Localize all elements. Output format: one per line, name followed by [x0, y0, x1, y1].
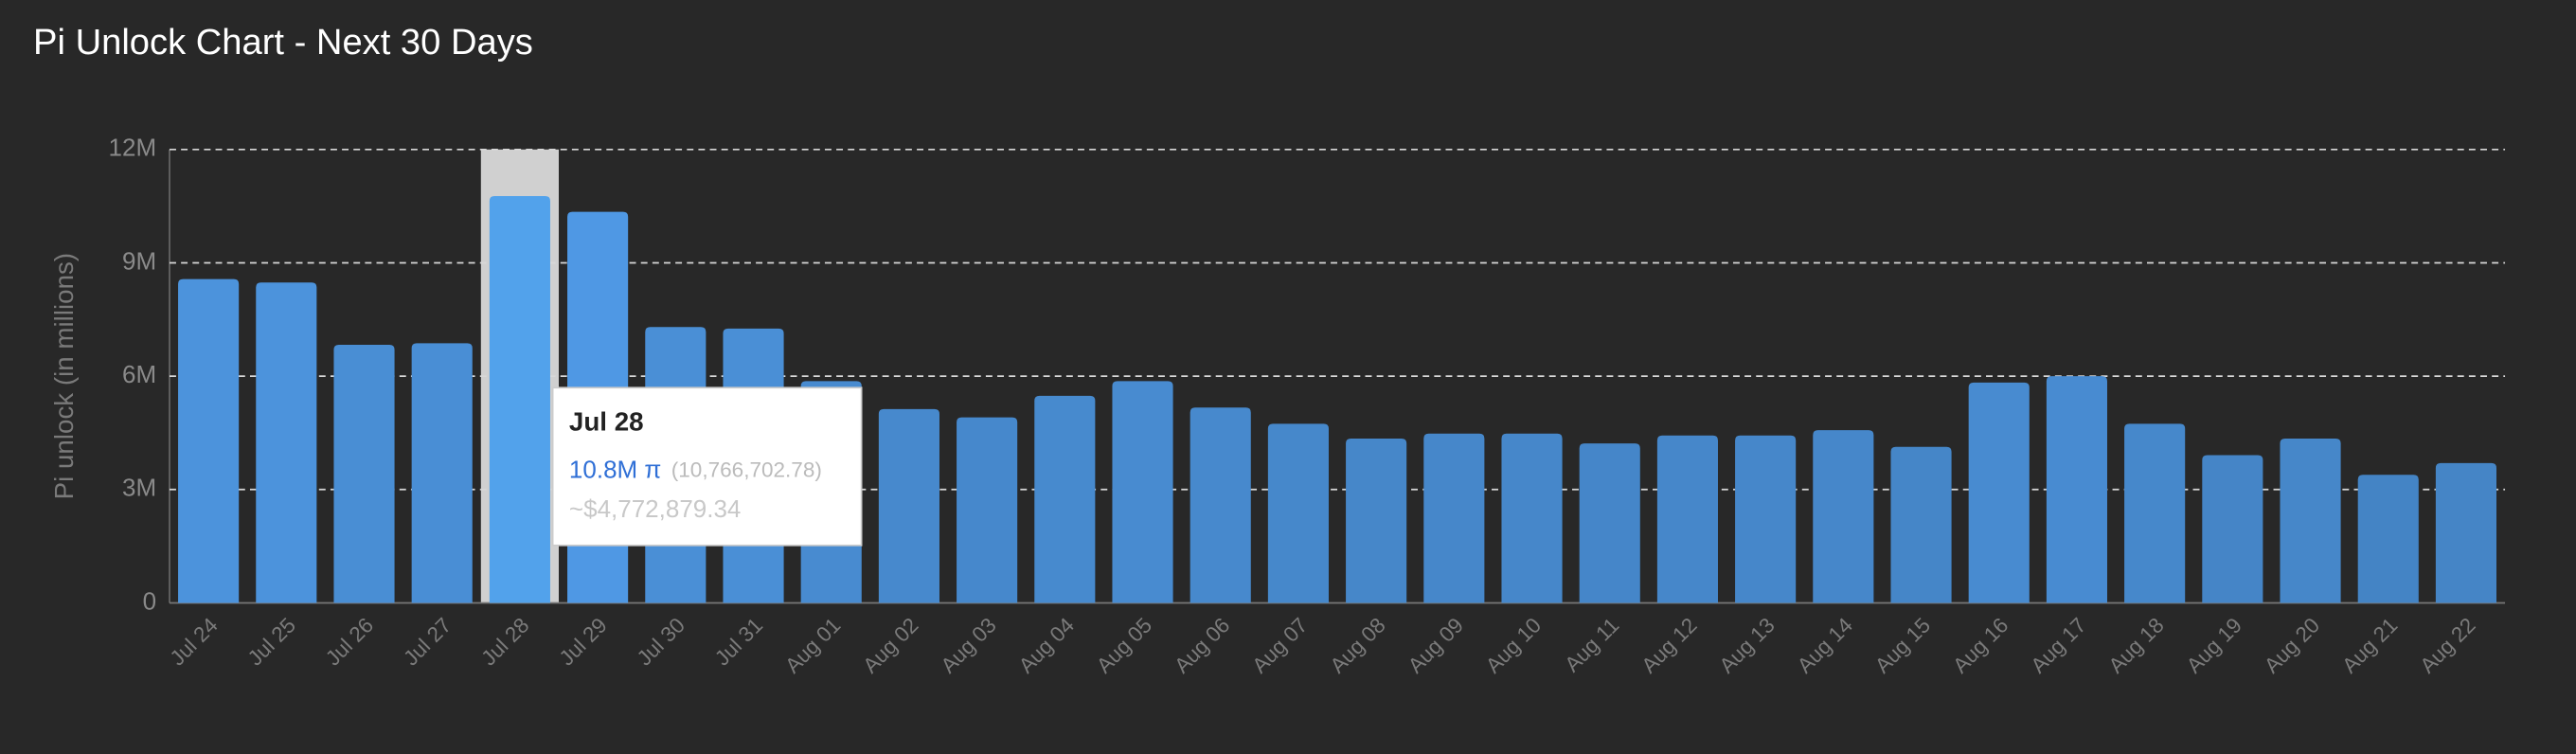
- x-tick-label: Aug 17: [2026, 613, 2090, 677]
- bar: [1267, 423, 1329, 603]
- tooltip-usd: ~$4,772,879.34: [569, 494, 741, 523]
- x-tick-label: Aug 05: [1092, 613, 1156, 677]
- bar: [1501, 433, 1563, 603]
- bar: [1735, 435, 1797, 603]
- y-tick-label: 9M: [122, 246, 156, 275]
- x-tick-label: Aug 12: [1637, 613, 1701, 677]
- bar: [1423, 433, 1485, 603]
- chart-title: Pi Unlock Chart - Next 30 Days: [33, 22, 533, 63]
- x-tick-label: Aug 07: [1247, 613, 1312, 677]
- bar: [2124, 423, 2186, 603]
- y-tick-label: 12M: [109, 134, 157, 162]
- x-tick-label: Aug 04: [1014, 613, 1079, 677]
- x-tick-label: Aug 21: [2337, 613, 2402, 677]
- bar: [1579, 443, 1640, 603]
- x-tick-label: Jul 24: [166, 613, 223, 670]
- tooltip: Jul 28 10.8M π (10,766,702.78) ~$4,772,879.…: [551, 386, 863, 547]
- x-tick-label: Aug 08: [1326, 613, 1390, 677]
- x-tick-label: Aug 02: [858, 613, 922, 677]
- x-tick-label: Aug 09: [1404, 613, 1468, 677]
- bar: [2435, 462, 2497, 603]
- tooltip-box: [551, 386, 863, 547]
- bar: [489, 196, 550, 603]
- tooltip-exact: (10,766,702.78): [671, 458, 822, 482]
- bar: [1034, 395, 1096, 603]
- bar: [878, 408, 939, 603]
- x-tick-label: Aug 03: [937, 613, 1001, 677]
- y-tick-label: 0: [143, 586, 156, 615]
- bar: [1968, 382, 2030, 603]
- y-tick-label: 3M: [122, 474, 156, 502]
- x-tick-label: Jul 29: [555, 613, 612, 670]
- tooltip-value: 10.8M π: [569, 456, 661, 484]
- bar: [411, 343, 473, 603]
- bar: [1112, 381, 1173, 603]
- bar: [2202, 455, 2263, 603]
- x-tick-label: Jul 31: [710, 613, 767, 670]
- bar: [1813, 430, 1874, 603]
- bar: [256, 282, 317, 603]
- bar: [1890, 446, 1952, 603]
- x-tick-label: Aug 10: [1481, 613, 1546, 677]
- bar: [1656, 435, 1718, 603]
- bar: [2357, 475, 2419, 603]
- x-tick-label: Jul 27: [399, 613, 456, 670]
- x-tick-label: Jul 28: [476, 613, 533, 670]
- bar: [178, 278, 240, 603]
- x-tick-label: Aug 14: [1793, 613, 1857, 677]
- y-tick-label: 6M: [122, 360, 156, 388]
- y-axis-title: Pi unlock (in millions): [49, 253, 79, 499]
- x-tick-label: Aug 15: [1870, 613, 1935, 677]
- x-tick-label: Jul 26: [321, 613, 378, 670]
- bar: [333, 345, 395, 603]
- bar: [2046, 376, 2107, 603]
- x-tick-label: Jul 25: [243, 613, 300, 670]
- x-tick-label: Aug 22: [2415, 613, 2479, 677]
- x-tick-label: Aug 06: [1170, 613, 1234, 677]
- x-tick-label: Aug 11: [1560, 613, 1623, 676]
- x-tick-label: Jul 30: [633, 613, 689, 670]
- x-tick-label: Aug 20: [2260, 613, 2324, 677]
- x-tick-label: Aug 01: [780, 613, 845, 677]
- bar: [957, 417, 1018, 603]
- bar: [1190, 407, 1251, 603]
- tooltip-title: Jul 28: [569, 407, 644, 437]
- x-tick-label: Aug 13: [1715, 613, 1780, 677]
- x-tick-label: Aug 16: [1948, 613, 2012, 677]
- x-tick-label: Aug 18: [2104, 613, 2169, 677]
- bar: [2280, 438, 2341, 603]
- x-tick-label: Aug 19: [2182, 613, 2246, 677]
- bar: [1346, 438, 1407, 603]
